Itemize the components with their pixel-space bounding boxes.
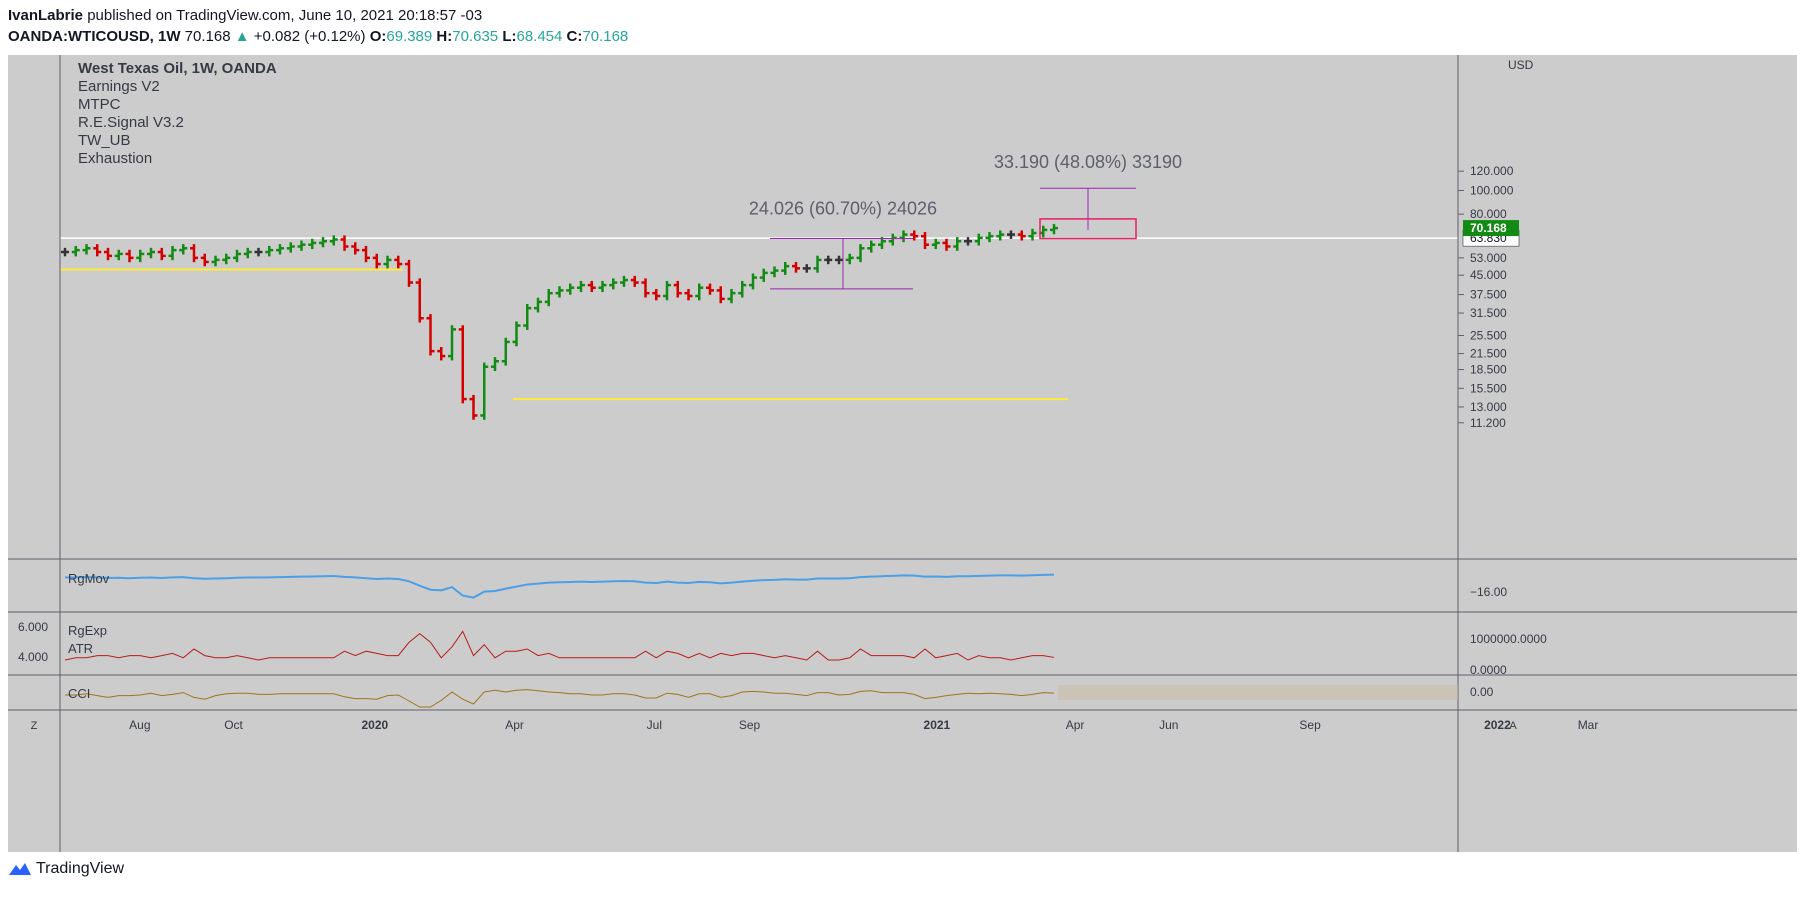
indicator-tick-label: 0.0000: [1470, 663, 1507, 677]
measure-label: 24.026 (60.70%) 24026: [749, 199, 937, 219]
indicator-tick-label: −16.00: [1470, 585, 1507, 599]
close-value: 70.168: [582, 28, 629, 45]
indicator-legend-item[interactable]: Earnings V2: [78, 78, 160, 95]
price-tick-label: 37.500: [1470, 288, 1507, 302]
price-tick-label: 120.000: [1470, 164, 1514, 178]
target-box: [1039, 218, 1137, 240]
price-tick-label: 100.000: [1470, 184, 1514, 198]
high-label: H:: [436, 28, 453, 45]
publish-info: IvanLabrie published on TradingView.com,…: [8, 7, 482, 24]
up-arrow-icon: ▲: [234, 28, 250, 45]
time-tick-label: Oct: [224, 718, 243, 732]
price-tick-label: 31.500: [1470, 306, 1507, 320]
currency-label: USD: [1508, 58, 1534, 72]
time-tick-label: 2020: [361, 718, 388, 732]
indicator-tick-label: 0.00: [1470, 685, 1494, 699]
last-price: 70.168: [184, 28, 231, 45]
time-tick-label: Sep: [1299, 718, 1321, 732]
indicator-legend-item[interactable]: Exhaustion: [78, 150, 153, 167]
low-value: 68.454: [516, 28, 563, 45]
price-chart[interactable]: 24.026 (60.70%) 24026 33.190 (48.08%) 331…: [8, 55, 1797, 852]
price-tick-label: 80.000: [1470, 207, 1507, 221]
time-tick-label: Apr: [505, 718, 524, 732]
last-price-tag: [1463, 220, 1519, 237]
tradingview-logo-icon: [9, 863, 31, 875]
time-tick-label: Jul: [647, 718, 662, 732]
close-label: C:: [566, 28, 583, 45]
footer-brand[interactable]: TradingView: [8, 860, 124, 878]
price-tick-label: 45.000: [1470, 268, 1507, 282]
time-tick-label: 2022: [1484, 718, 1511, 732]
price-tick-label: 18.500: [1470, 363, 1507, 377]
right-scale[interactable]: [1458, 55, 1797, 852]
indicator-name: CCI: [68, 686, 90, 701]
zoom-button: Z: [31, 720, 38, 732]
price-change: +0.082 (+0.12%): [253, 28, 366, 45]
high-value: 70.635: [452, 28, 499, 45]
author-name[interactable]: IvanLabrie: [8, 7, 84, 24]
price-tick-label: 11.200: [1470, 416, 1506, 430]
last-price-label: 70.168: [1470, 221, 1507, 235]
symbol-label: OANDA:WTICOUSD, 1W: [8, 28, 181, 45]
indicator-name: RgMov: [68, 571, 110, 586]
time-tick-label: 2021: [924, 718, 951, 732]
brand-label: TradingView: [36, 860, 125, 877]
indicator-legend-item[interactable]: R.E.Signal V3.2: [78, 114, 184, 131]
time-tick-label: Sep: [739, 718, 761, 732]
indicator-name: RgExp: [68, 623, 107, 638]
indicator-tick-label: 1000000.0000: [1470, 632, 1547, 646]
time-tick-label: Apr: [1066, 718, 1085, 732]
price-tick-label: 15.500: [1470, 381, 1507, 395]
cci-band: [1058, 685, 1458, 700]
price-tick-label: 25.500: [1470, 328, 1507, 342]
published-text: published on TradingView.com, June 10, 2…: [87, 7, 483, 24]
auto-scale-button: A: [1509, 720, 1517, 732]
indicator-tick-label: 4.000: [18, 650, 48, 664]
open-value: 69.389: [386, 28, 433, 45]
price-tick-label: 13.000: [1470, 400, 1507, 414]
open-label: O:: [369, 28, 387, 45]
indicator-name: ATR: [68, 641, 93, 656]
atr-line: [64, 630, 1055, 661]
price-tick-label: 53.000: [1470, 251, 1507, 265]
indicator-tick-label: 6.000: [18, 620, 48, 634]
series-title[interactable]: West Texas Oil, 1W, OANDA: [78, 60, 277, 77]
cci-line: [65, 689, 1055, 708]
measure-label: 33.190 (48.08%) 33190: [994, 152, 1182, 172]
indicator-legend-item[interactable]: MTPC: [78, 96, 121, 113]
indicator-legend-item[interactable]: TW_UB: [78, 132, 131, 149]
price-tick-label: 21.500: [1470, 347, 1507, 361]
rgmov-line: [64, 573, 1055, 599]
ohlc-line: OANDA:WTICOUSD, 1W 70.168 ▲ +0.082 (+0.1…: [8, 28, 628, 45]
left-scale: [8, 55, 60, 852]
time-tick-label: Mar: [1578, 718, 1599, 732]
low-label: L:: [502, 28, 517, 45]
time-tick-label: Aug: [129, 718, 150, 732]
time-tick-label: Jun: [1159, 718, 1178, 732]
